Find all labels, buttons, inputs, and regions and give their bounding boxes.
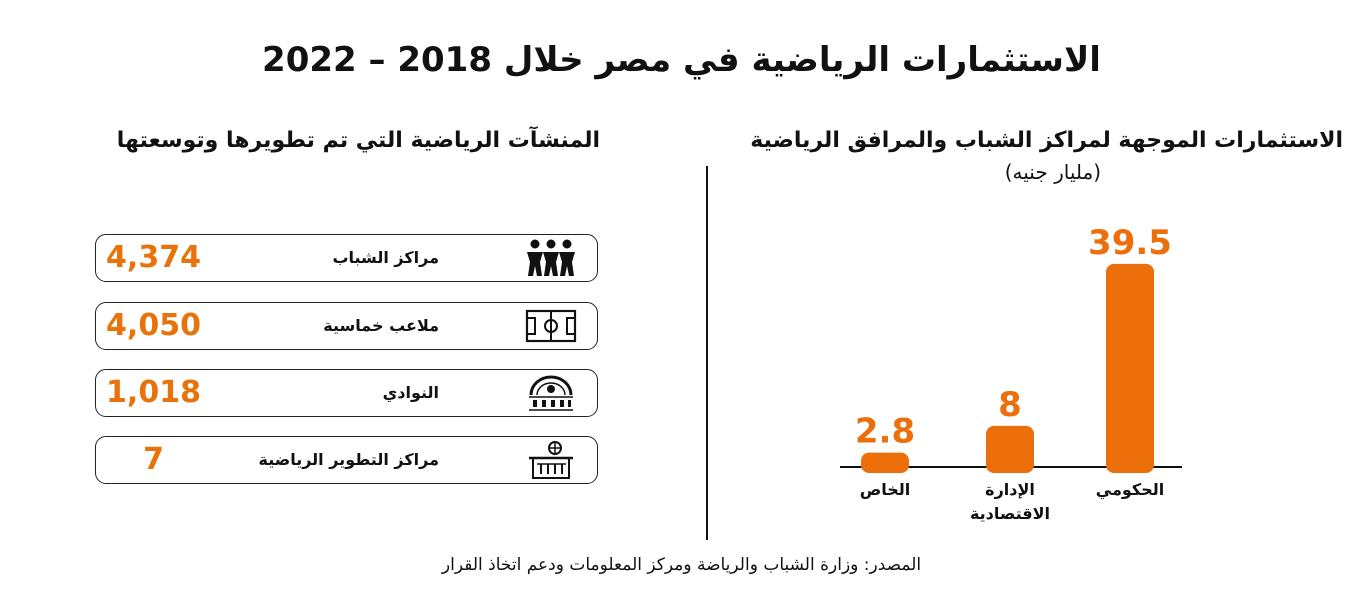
chart-title: الاستثمارات الموجهة لمراكز الشباب والمرا… [750,128,1343,153]
bar-value-label: 39.5 [1088,223,1172,263]
facility-label: النوادي [382,383,439,402]
facility-value: 1,018 [106,375,201,410]
bar-value-label: 8 [998,385,1022,425]
youth-people-icon [527,239,575,276]
facility-label: مراكز الشباب [332,248,439,267]
facility-row-five-a-side-fields: 4,050 ملاعب خماسية [95,302,598,350]
basketball-court-icon [529,441,573,479]
facility-row-youth-centers: 4,374 مراكز الشباب [95,234,598,282]
source-note: المصدر: وزارة الشباب والرياضة ومركز المع… [441,555,922,575]
facility-label: ملاعب خماسية [323,316,439,335]
category-label: الاقتصادية [970,504,1050,523]
football-field-icon [525,309,577,343]
category-label: الإدارة [985,480,1035,499]
bar-2 [986,425,1034,473]
sport-club-icon [529,375,573,411]
bar-1 [861,452,909,473]
category-label: الخاص [860,480,911,499]
facility-row-clubs: 1,018 النوادي [95,369,598,417]
divider [706,166,708,540]
facilities-title: المنشآت الرياضية التي تم تطويرها وتوسعته… [116,128,600,153]
chart-unit: (مليار جنيه) [1004,160,1101,184]
category-label: الحكومي [1096,480,1164,500]
facility-label: مراكز التطوير الرياضية [258,450,440,469]
facility-value: 7 [143,442,164,477]
bar-value-label: 2.8 [855,412,915,452]
bar-3 [1106,263,1154,473]
facility-row-sports-development-centers: 7 مراكز التطوير الرياضية [95,436,598,484]
facility-value: 4,050 [106,308,201,343]
bar-chart: 2.8 الخاص 8 الإدارة الاقتصادية 39.5 الحكومي [840,223,1182,523]
facility-value: 4,374 [106,240,201,275]
page-title: الاستثمارات الرياضية في مصر خلال 2018 – … [262,40,1101,80]
